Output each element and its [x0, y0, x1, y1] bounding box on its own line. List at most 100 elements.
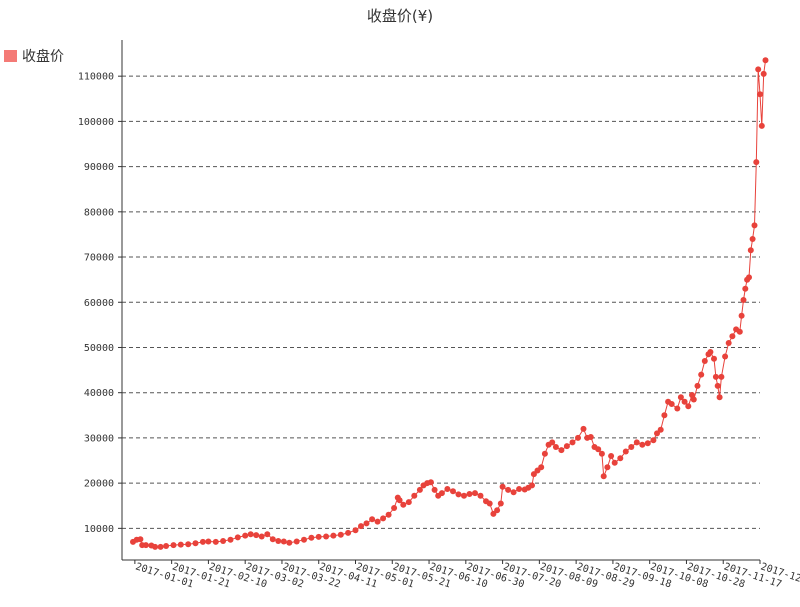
data-point[interactable]: [746, 274, 752, 281]
data-point[interactable]: [549, 439, 556, 446]
data-point[interactable]: [494, 507, 501, 514]
data-point[interactable]: [587, 434, 594, 440]
data-point[interactable]: [477, 492, 484, 499]
data-point[interactable]: [253, 532, 260, 539]
data-point[interactable]: [712, 373, 719, 380]
data-point[interactable]: [444, 486, 451, 492]
data-point[interactable]: [685, 403, 692, 410]
data-point[interactable]: [661, 412, 668, 419]
data-point[interactable]: [639, 441, 646, 448]
data-point[interactable]: [431, 486, 438, 493]
data-point[interactable]: [369, 516, 376, 523]
data-point[interactable]: [538, 464, 545, 471]
data-point[interactable]: [461, 492, 467, 499]
data-point[interactable]: [352, 527, 359, 534]
data-point[interactable]: [330, 532, 337, 539]
data-point[interactable]: [385, 511, 392, 518]
data-point[interactable]: [633, 439, 640, 446]
data-point[interactable]: [199, 538, 206, 545]
data-point[interactable]: [323, 533, 330, 540]
data-point[interactable]: [707, 349, 714, 355]
data-point[interactable]: [177, 541, 184, 548]
data-point[interactable]: [725, 340, 732, 346]
data-point[interactable]: [677, 394, 684, 401]
data-point[interactable]: [742, 285, 749, 292]
data-point[interactable]: [345, 529, 352, 536]
data-point[interactable]: [264, 531, 271, 538]
data-point[interactable]: [374, 518, 381, 525]
data-point[interactable]: [497, 500, 504, 507]
data-point[interactable]: [486, 500, 493, 507]
data-point[interactable]: [220, 538, 227, 544]
data-point[interactable]: [711, 355, 717, 362]
data-point[interactable]: [608, 453, 615, 459]
data-point[interactable]: [212, 538, 219, 545]
data-point[interactable]: [380, 515, 387, 522]
data-point[interactable]: [580, 425, 587, 432]
data-point[interactable]: [516, 486, 523, 492]
data-point[interactable]: [301, 536, 307, 543]
data-point[interactable]: [529, 482, 535, 489]
data-point[interactable]: [569, 439, 576, 446]
data-point[interactable]: [698, 371, 705, 378]
data-point[interactable]: [391, 505, 398, 511]
data-point[interactable]: [416, 486, 423, 493]
data-point[interactable]: [308, 534, 315, 541]
data-point[interactable]: [654, 430, 660, 437]
data-point[interactable]: [622, 448, 629, 455]
data-point[interactable]: [427, 479, 434, 486]
data-point[interactable]: [701, 358, 708, 364]
data-point[interactable]: [142, 542, 149, 549]
data-point[interactable]: [541, 450, 548, 457]
data-point[interactable]: [455, 491, 462, 498]
data-point[interactable]: [363, 520, 370, 527]
data-point[interactable]: [749, 236, 756, 242]
data-point[interactable]: [438, 490, 445, 497]
data-point[interactable]: [689, 392, 695, 398]
data-point[interactable]: [611, 459, 618, 466]
data-point[interactable]: [563, 443, 570, 450]
data-point[interactable]: [718, 373, 725, 380]
data-point[interactable]: [286, 539, 293, 546]
data-point[interactable]: [617, 455, 624, 462]
data-point[interactable]: [242, 532, 249, 539]
data-point[interactable]: [163, 543, 170, 549]
data-point[interactable]: [400, 501, 407, 508]
data-point[interactable]: [758, 122, 765, 129]
data-point[interactable]: [396, 497, 403, 504]
data-point[interactable]: [258, 533, 265, 540]
data-point[interactable]: [598, 450, 605, 457]
data-point[interactable]: [137, 536, 144, 543]
data-point[interactable]: [716, 394, 723, 401]
data-point[interactable]: [747, 247, 754, 254]
data-point[interactable]: [760, 70, 767, 77]
data-point[interactable]: [275, 538, 282, 544]
data-point[interactable]: [604, 464, 611, 471]
data-point[interactable]: [657, 426, 664, 433]
data-point[interactable]: [755, 66, 762, 73]
data-point[interactable]: [600, 473, 607, 480]
data-point[interactable]: [558, 447, 565, 454]
data-point[interactable]: [595, 446, 602, 453]
data-point[interactable]: [472, 490, 478, 497]
data-point[interactable]: [234, 534, 241, 541]
data-point[interactable]: [757, 91, 763, 98]
data-point[interactable]: [729, 333, 736, 340]
data-point[interactable]: [762, 57, 769, 64]
data-point[interactable]: [738, 312, 745, 319]
data-point[interactable]: [411, 492, 418, 499]
data-point[interactable]: [674, 405, 681, 412]
data-point[interactable]: [740, 297, 747, 303]
data-point[interactable]: [157, 543, 164, 550]
data-point[interactable]: [405, 499, 412, 506]
data-point[interactable]: [269, 536, 276, 543]
data-point[interactable]: [736, 328, 743, 335]
data-point[interactable]: [650, 437, 657, 444]
data-point[interactable]: [247, 531, 254, 538]
data-point[interactable]: [694, 382, 701, 389]
data-point[interactable]: [644, 440, 651, 447]
data-point[interactable]: [499, 483, 506, 490]
data-point[interactable]: [337, 531, 344, 538]
data-point[interactable]: [170, 542, 177, 549]
data-point[interactable]: [575, 434, 581, 441]
